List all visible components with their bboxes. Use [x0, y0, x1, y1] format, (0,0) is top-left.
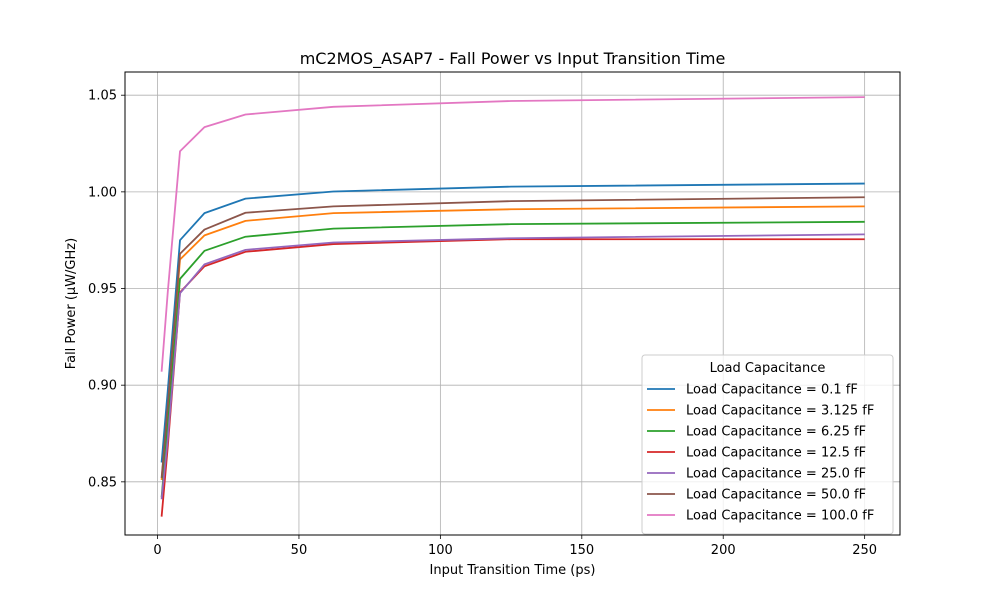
legend-label: Load Capacitance = 6.25 fF — [686, 425, 866, 440]
legend-entries: Load Capacitance = 0.1 fF Load Capacitanc… — [647, 383, 874, 524]
series-line — [160, 196, 865, 479]
x-tick-label: 250 — [852, 543, 877, 558]
x-tick-label: 100 — [428, 543, 453, 558]
series-lines — [160, 96, 865, 517]
series-line — [160, 182, 865, 463]
y-tick-label: 1.05 — [88, 89, 117, 104]
y-tick-label: 0.90 — [88, 379, 117, 394]
legend: Load Capacitance Load Capacitance = 0.1 … — [641, 354, 894, 535]
chart-title: mC2MOS_ASAP7 - Fall Power vs Input Trans… — [300, 49, 726, 69]
legend-label: Load Capacitance = 3.125 fF — [686, 404, 874, 419]
x-tick-label: 150 — [569, 543, 594, 558]
legend-box — [641, 354, 894, 535]
series-line — [160, 233, 865, 500]
y-tick-label: 0.85 — [88, 475, 117, 490]
x-tick-label: 50 — [291, 543, 308, 558]
axis-ticks: 0 50 100 150 200 250 0.85 0.90 0.95 1.00 1.05 — [88, 89, 877, 558]
y-tick-label: 1.00 — [88, 185, 117, 200]
x-tick-label: 0 — [153, 543, 161, 558]
y-tick-label: 0.95 — [88, 282, 117, 297]
legend-label: Load Capacitance = 25.0 fF — [686, 467, 866, 482]
plot-frame — [124, 71, 901, 536]
legend-label: Load Capacitance = 0.1 fF — [686, 383, 858, 398]
legend-label: Load Capacitance = 50.0 fF — [686, 488, 866, 503]
legend-title: Load Capacitance — [710, 361, 826, 376]
x-axis-label: Input Transition Time (ps) — [430, 563, 596, 578]
x-tick-label: 200 — [711, 543, 736, 558]
legend-label: Load Capacitance = 100.0 fF — [686, 509, 874, 524]
series-line — [160, 220, 865, 498]
series-line — [160, 96, 865, 372]
legend-label: Load Capacitance = 12.5 fF — [686, 446, 866, 461]
y-axis-label: Fall Power (µW/GHz) — [64, 238, 79, 369]
